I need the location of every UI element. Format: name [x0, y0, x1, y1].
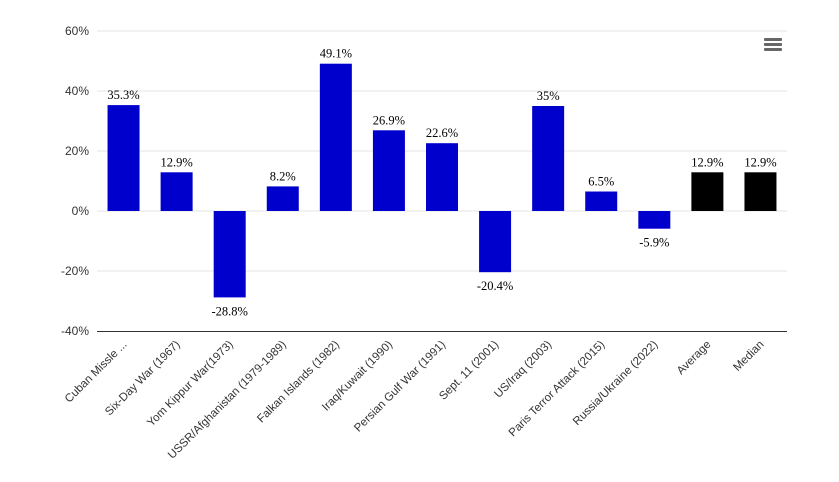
- bar[interactable]: [426, 143, 458, 211]
- data-label: 22.6%: [426, 126, 458, 140]
- bar[interactable]: [585, 191, 618, 212]
- data-label: 49.1%: [320, 47, 352, 61]
- data-label: 8.2%: [270, 169, 296, 183]
- bar[interactable]: [479, 211, 512, 273]
- data-label: 35.3%: [107, 88, 139, 102]
- bar[interactable]: [107, 105, 140, 211]
- x-axis-categories: Cuban Missle ...Six-Day War (1967)Yom Ki…: [63, 339, 767, 462]
- x-category-label: Yom Kippur War(1973): [145, 339, 236, 430]
- menu-bar-middle: [764, 43, 782, 46]
- data-label: 6.5%: [588, 175, 614, 189]
- bar[interactable]: [319, 63, 352, 212]
- y-tick-label: 20%: [65, 144, 89, 158]
- data-label: -28.8%: [211, 304, 247, 318]
- data-labels: 35.3% 12.9% -28.8% 8.2% 49.1% 26.9% 22.6% -20.4…: [107, 47, 776, 319]
- bar[interactable]: [160, 172, 193, 211]
- x-category-label: Persian Gulf War (1991): [352, 339, 448, 435]
- hamburger-menu-icon[interactable]: [764, 38, 782, 54]
- bar[interactable]: [266, 186, 299, 211]
- y-axis-ticks: 60% 40% 20% 0% -20% -40%: [61, 24, 89, 338]
- y-tick-label: -40%: [61, 324, 89, 338]
- bar[interactable]: [532, 106, 565, 211]
- bar[interactable]: [744, 172, 777, 211]
- y-tick-label: -20%: [61, 264, 89, 278]
- bars: [107, 63, 777, 298]
- x-category-label: USSR/Afghanistan (1979-1989): [166, 339, 289, 462]
- bar[interactable]: [372, 130, 405, 211]
- data-label: 12.9%: [160, 155, 192, 169]
- x-category-label: Median: [731, 339, 766, 374]
- data-label: -20.4%: [477, 279, 513, 293]
- menu-bar-top: [764, 38, 782, 41]
- y-tick-label: 60%: [65, 24, 89, 38]
- bar[interactable]: [638, 211, 671, 229]
- data-label: 12.9%: [691, 155, 723, 169]
- bar[interactable]: [213, 211, 246, 298]
- data-label: 35%: [537, 89, 560, 103]
- x-category-label: Average: [675, 339, 714, 378]
- bar[interactable]: [691, 172, 724, 211]
- menu-bar-bottom: [764, 48, 782, 51]
- y-tick-label: 0%: [72, 204, 90, 218]
- data-label: -5.9%: [639, 236, 669, 250]
- y-tick-label: 40%: [65, 84, 89, 98]
- data-label: 26.9%: [373, 113, 405, 127]
- x-category-label: Paris Terror Attack (2015): [507, 339, 608, 440]
- data-label: 12.9%: [744, 155, 776, 169]
